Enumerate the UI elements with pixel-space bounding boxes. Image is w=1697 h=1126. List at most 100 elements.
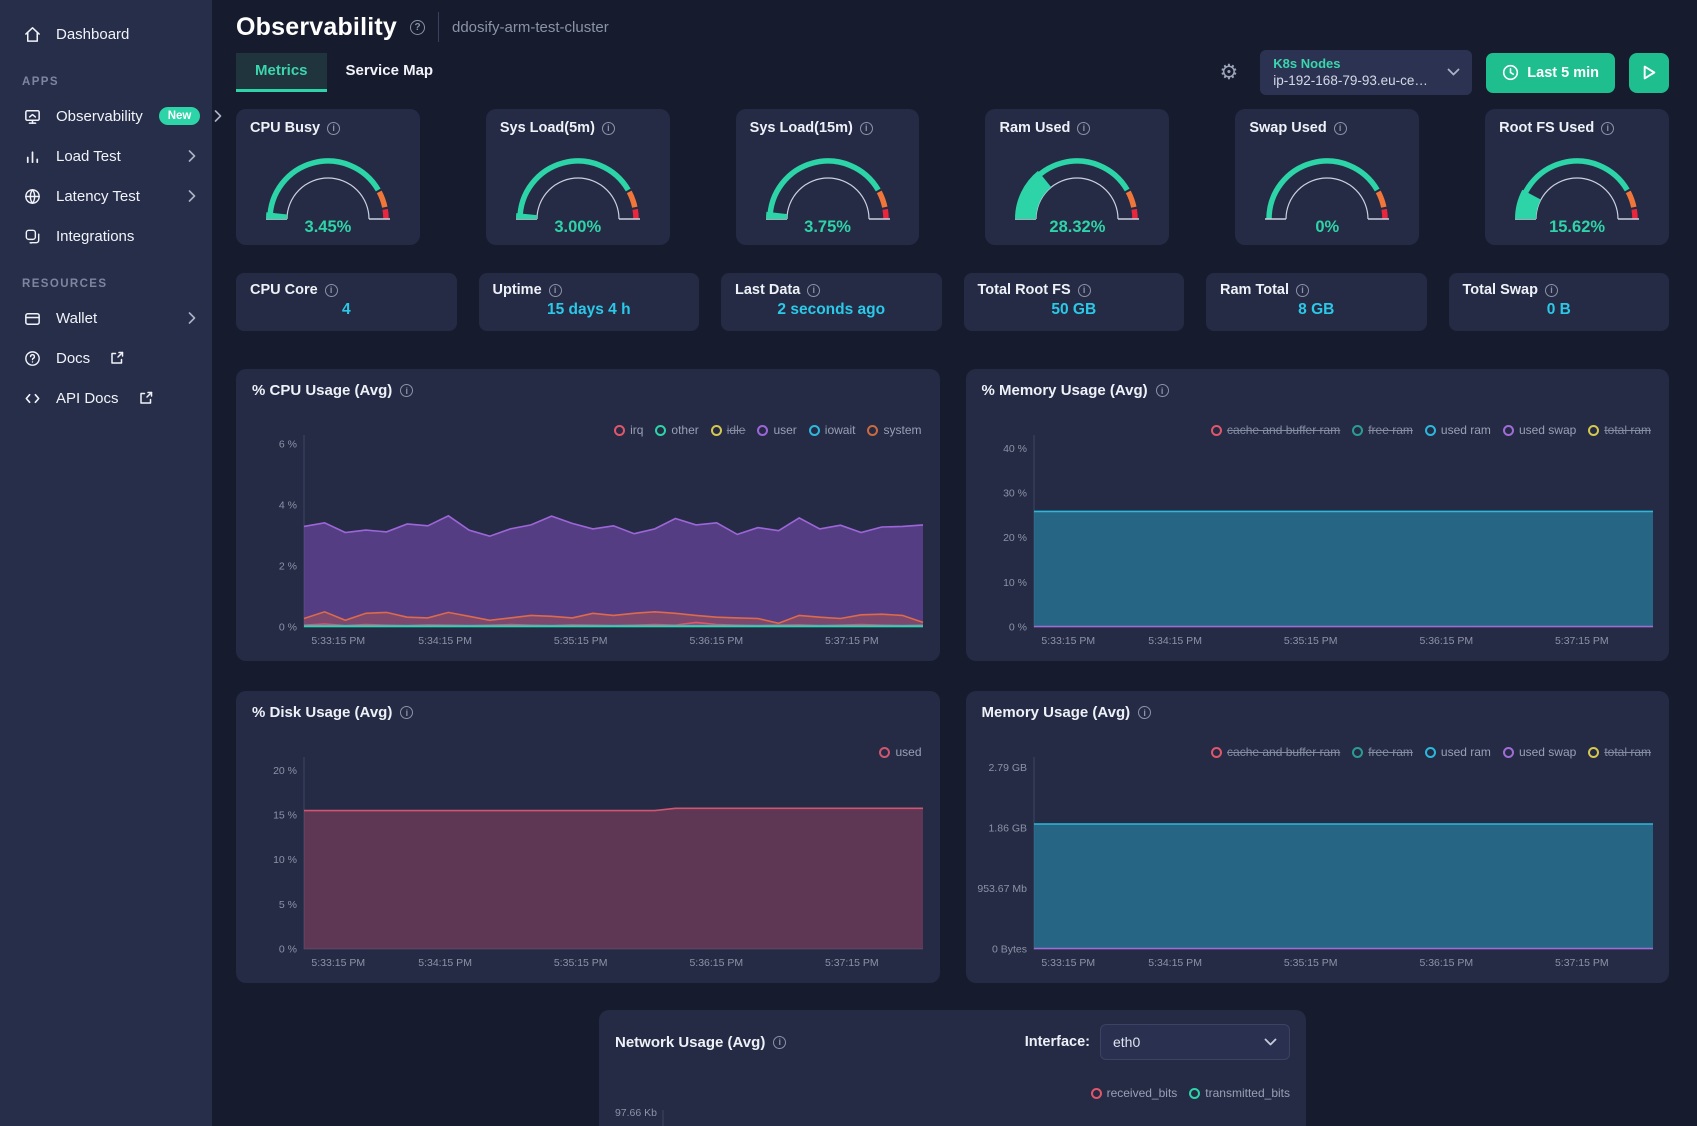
legend-item-free-ram[interactable]: free ram xyxy=(1352,745,1413,759)
sidebar-item-label: Dashboard xyxy=(56,26,129,43)
gauge-value: 15.62% xyxy=(1485,218,1669,237)
sidebar: Dashboard APPS Observability New Load Te… xyxy=(0,0,212,1126)
help-icon[interactable] xyxy=(410,20,425,35)
legend-item-used-ram[interactable]: used ram xyxy=(1425,423,1491,437)
info-icon[interactable] xyxy=(1545,284,1558,297)
gear-icon[interactable]: ⚙ xyxy=(1219,62,1238,83)
legend-swatch xyxy=(1352,747,1363,758)
sidebar-item-label: API Docs xyxy=(56,390,119,407)
info-icon[interactable] xyxy=(773,1036,786,1049)
play-icon xyxy=(1643,65,1656,80)
axis-tick: 5:33:15 PM xyxy=(311,957,365,969)
axis-tick: 10 % xyxy=(273,854,297,866)
play-button[interactable] xyxy=(1629,53,1669,93)
legend-item-total-ram[interactable]: total ram xyxy=(1588,745,1651,759)
info-icon[interactable] xyxy=(1296,284,1309,297)
axis-tick: 5:36:15 PM xyxy=(689,635,743,647)
info-icon[interactable] xyxy=(1156,384,1169,397)
sidebar-item-label: Load Test xyxy=(56,148,121,165)
gauge-card-sys-load-15m: Sys Load(15m) 3.75% xyxy=(736,109,920,245)
wallet-icon xyxy=(22,308,42,328)
legend-label: used swap xyxy=(1519,423,1576,437)
axis-tick: 2 % xyxy=(279,561,297,573)
chart-title: % Disk Usage (Avg) xyxy=(252,704,392,721)
info-icon[interactable] xyxy=(1078,284,1091,297)
chart-svg: 0 %10 %20 %30 %40 %5:33:15 PM5:34:15 PM5… xyxy=(976,413,1658,653)
tab-service-map[interactable]: Service Map xyxy=(327,53,453,92)
sidebar-item-label: Wallet xyxy=(56,310,97,327)
legend-swatch xyxy=(1503,747,1514,758)
sidebar-item-observability[interactable]: Observability New xyxy=(0,96,212,136)
legend-item-other[interactable]: other xyxy=(655,423,698,437)
chevron-right-icon xyxy=(188,312,196,324)
sidebar-item-docs[interactable]: Docs xyxy=(0,338,212,378)
legend-item-cache-and-buffer-ram[interactable]: cache and buffer ram xyxy=(1211,423,1340,437)
axis-tick: 4 % xyxy=(279,500,297,512)
node-selector[interactable]: K8s Nodes ip-192-168-79-93.eu-central-..… xyxy=(1260,50,1472,95)
toolbar: Metrics Service Map ⚙ K8s Nodes ip-192-1… xyxy=(236,50,1669,95)
sidebar-section-apps: APPS xyxy=(0,54,212,96)
info-icon[interactable] xyxy=(325,284,338,297)
legend-item-total-ram[interactable]: total ram xyxy=(1588,423,1651,437)
legend-item-cache-and-buffer-ram[interactable]: cache and buffer ram xyxy=(1211,745,1340,759)
info-icon[interactable] xyxy=(860,122,873,135)
legend-item-user[interactable]: user xyxy=(757,423,796,437)
gauge-value: 0% xyxy=(1235,218,1419,237)
legend-item-used[interactable]: used xyxy=(879,745,921,759)
sidebar-item-dashboard[interactable]: Dashboard xyxy=(0,14,212,54)
legend-item-used-swap[interactable]: used swap xyxy=(1503,745,1576,759)
info-icon[interactable] xyxy=(602,122,615,135)
axis-tick: 0 % xyxy=(1008,622,1026,634)
tab-metrics[interactable]: Metrics xyxy=(236,53,327,92)
sidebar-item-wallet[interactable]: Wallet xyxy=(0,298,212,338)
sidebar-item-integrations[interactable]: Integrations xyxy=(0,216,212,256)
legend-swatch xyxy=(1211,425,1222,436)
info-icon[interactable] xyxy=(400,384,413,397)
legend-label: free ram xyxy=(1368,423,1413,437)
sidebar-item-api-docs[interactable]: API Docs xyxy=(0,378,212,418)
chart-title: Network Usage (Avg) xyxy=(615,1034,765,1051)
stat-card-last-data: Last Data 2 seconds ago xyxy=(721,273,942,331)
axis-tick: 5:37:15 PM xyxy=(1554,957,1608,969)
legend-swatch xyxy=(1425,747,1436,758)
info-icon[interactable] xyxy=(807,284,820,297)
legend-item-used-ram[interactable]: used ram xyxy=(1425,745,1491,759)
info-icon[interactable] xyxy=(327,122,340,135)
legend-swatch xyxy=(1352,425,1363,436)
axis-tick: 5:33:15 PM xyxy=(311,635,365,647)
time-range-button[interactable]: Last 5 min xyxy=(1486,53,1615,93)
disk-usage-chart: 0 %5 %10 %15 %20 %5:33:15 PM5:34:15 PM5:… xyxy=(246,735,928,975)
interface-select[interactable]: eth0 xyxy=(1100,1024,1290,1060)
chevron-down-icon xyxy=(1447,68,1460,76)
chart-legend: received_bits transmitted_bits xyxy=(1091,1086,1290,1100)
legend-item-iowait[interactable]: iowait xyxy=(809,423,856,437)
gauge-card-cpu-busy: CPU Busy 3.45% xyxy=(236,109,420,245)
gauge-value: 3.00% xyxy=(486,218,670,237)
info-icon[interactable] xyxy=(400,706,413,719)
info-icon[interactable] xyxy=(1138,706,1151,719)
legend-item-transmitted-bits[interactable]: transmitted_bits xyxy=(1189,1086,1290,1100)
stat-card-cpu-core: CPU Core 4 xyxy=(236,273,457,331)
new-badge: New xyxy=(159,107,201,125)
stat-row: CPU Core 4 Uptime 15 days 4 h Last Data … xyxy=(236,273,1669,331)
cluster-name: ddosify-arm-test-cluster xyxy=(452,19,609,36)
legend-item-received-bits[interactable]: received_bits xyxy=(1091,1086,1178,1100)
legend-label: idle xyxy=(727,423,746,437)
legend-item-idle[interactable]: idle xyxy=(711,423,746,437)
axis-tick: 5:36:15 PM xyxy=(689,957,743,969)
legend-item-free-ram[interactable]: free ram xyxy=(1352,423,1413,437)
sidebar-item-latency-test[interactable]: Latency Test xyxy=(0,176,212,216)
axis-tick: 5:36:15 PM xyxy=(1419,635,1473,647)
sidebar-item-load-test[interactable]: Load Test xyxy=(0,136,212,176)
info-icon[interactable] xyxy=(1334,122,1347,135)
info-icon[interactable] xyxy=(1601,122,1614,135)
gauge-value: 28.32% xyxy=(985,218,1169,237)
legend-item-system[interactable]: system xyxy=(867,423,921,437)
info-icon[interactable] xyxy=(1077,122,1090,135)
legend-item-irq[interactable]: irq xyxy=(614,423,643,437)
info-icon[interactable] xyxy=(549,284,562,297)
axis-tick: 5:37:15 PM xyxy=(825,635,879,647)
gauge-card-sys-load-5m: Sys Load(5m) 3.00% xyxy=(486,109,670,245)
legend-item-used-swap[interactable]: used swap xyxy=(1503,423,1576,437)
app-root: Dashboard APPS Observability New Load Te… xyxy=(0,0,1697,1126)
